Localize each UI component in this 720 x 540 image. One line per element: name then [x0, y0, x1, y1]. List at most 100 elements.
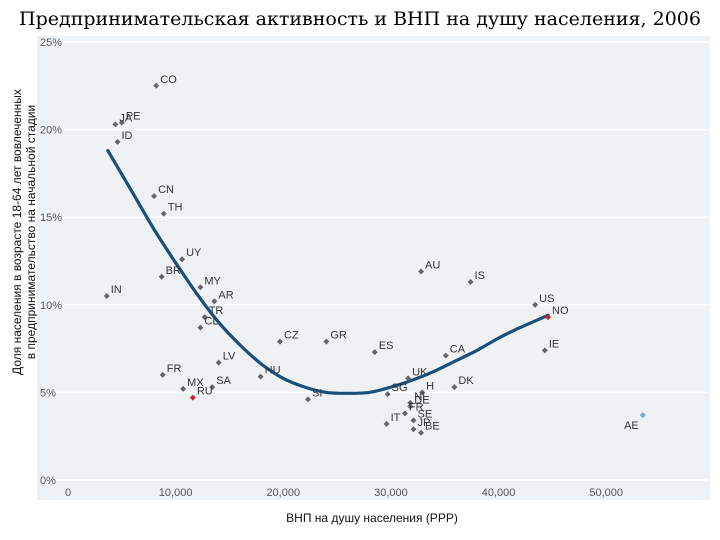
point-label: GR	[330, 330, 347, 342]
data-point	[103, 293, 110, 300]
point-label: DE	[414, 394, 429, 406]
point-label: ES	[379, 340, 394, 352]
data-point	[384, 391, 391, 398]
point-label: AE	[624, 420, 639, 432]
point-label: JA	[119, 112, 133, 124]
data-point	[211, 298, 218, 305]
data-point	[639, 412, 646, 419]
data-point	[323, 338, 330, 345]
data-point	[467, 279, 474, 286]
x-tick-label: 20,000	[266, 487, 300, 499]
point-label: IT	[391, 412, 401, 424]
point-label: IE	[549, 338, 559, 350]
point-label: FR	[409, 401, 424, 413]
point-label: US	[539, 293, 554, 305]
point-label: CA	[450, 344, 466, 356]
data-point	[158, 273, 165, 280]
point-label: PE	[126, 111, 141, 123]
data-point	[215, 359, 222, 366]
point-label: H	[426, 380, 434, 392]
data-point	[407, 403, 414, 410]
y-tick-label: 25%	[40, 37, 62, 49]
x-tick-label: 0	[65, 487, 71, 499]
data-point	[419, 389, 426, 396]
data-point	[197, 324, 204, 331]
data-point	[257, 373, 264, 380]
x-tick-label: 30,000	[374, 487, 408, 499]
data-point	[451, 384, 458, 391]
data-point	[442, 352, 449, 359]
data-point	[371, 349, 378, 356]
data-point	[118, 119, 125, 126]
x-tick-label: 50,000	[589, 487, 623, 499]
point-label: IN	[111, 284, 122, 296]
data-point	[405, 375, 412, 382]
point-label: NL	[414, 391, 428, 403]
point-label: DK	[458, 375, 474, 387]
point-label: IS	[475, 270, 485, 282]
data-point	[401, 410, 408, 417]
point-label: BE	[425, 421, 440, 433]
data-points	[103, 82, 646, 436]
data-point	[151, 193, 158, 200]
point-label: SG	[392, 382, 408, 394]
data-point	[541, 347, 548, 354]
point-label: AR	[218, 289, 233, 301]
y-tick-label: 10%	[40, 300, 62, 312]
point-label: CL	[204, 316, 218, 328]
data-point	[418, 429, 425, 436]
data-point	[197, 284, 204, 291]
point-label: TR	[209, 305, 224, 317]
point-label: LV	[223, 351, 236, 363]
point-label: BR	[166, 265, 181, 277]
trend-curve	[106, 149, 550, 395]
point-label: AU	[425, 260, 440, 272]
point-label: MY	[204, 275, 221, 287]
point-label: SI	[312, 387, 322, 399]
point-label: SE	[418, 408, 433, 420]
point-label: NO	[552, 305, 569, 317]
data-point	[410, 426, 417, 433]
point-label: MX	[187, 377, 204, 389]
point-label: HU	[265, 365, 281, 377]
data-point	[189, 394, 196, 401]
x-axis-label: ВНП на душу населения (PPP)	[286, 511, 458, 525]
data-point	[407, 399, 414, 406]
data-point	[277, 338, 284, 345]
x-tick-label: 10,000	[159, 487, 193, 499]
y-tick-label: 15%	[40, 212, 62, 224]
x-tick-labels: 0 10,000 20,000 30,000 40,000 50,000	[65, 487, 623, 499]
point-label: ID	[122, 130, 133, 142]
y-tick-label: 20%	[40, 125, 62, 137]
data-point	[201, 314, 208, 321]
point-label: CZ	[284, 330, 299, 342]
point-label: UK	[412, 366, 428, 378]
point-label: FR	[167, 363, 182, 375]
data-point	[383, 420, 390, 427]
data-point	[180, 385, 187, 392]
data-point	[209, 384, 216, 391]
data-point	[418, 268, 425, 275]
data-point	[305, 396, 312, 403]
point-label: JP	[418, 417, 431, 429]
data-point	[159, 371, 166, 378]
y-tick-label: 0%	[40, 475, 56, 487]
point-label: CO	[160, 74, 177, 86]
point-label: TH	[168, 202, 183, 214]
point-label: CN	[158, 184, 174, 196]
data-point	[160, 210, 167, 217]
x-tick-label: 40,000	[482, 487, 516, 499]
point-label: UY	[186, 247, 202, 259]
chart-title: Предпринимательская активность и ВНП на …	[19, 8, 701, 30]
data-point	[153, 82, 160, 89]
point-label: RU	[197, 386, 213, 398]
point-label: SA	[216, 375, 231, 387]
data-point	[410, 417, 417, 424]
plot-background	[37, 36, 710, 500]
data-point	[545, 314, 552, 321]
y-tick-labels: 0% 5% 10% 15% 20% 25%	[40, 37, 62, 487]
data-point	[532, 301, 539, 308]
data-point	[114, 138, 121, 145]
